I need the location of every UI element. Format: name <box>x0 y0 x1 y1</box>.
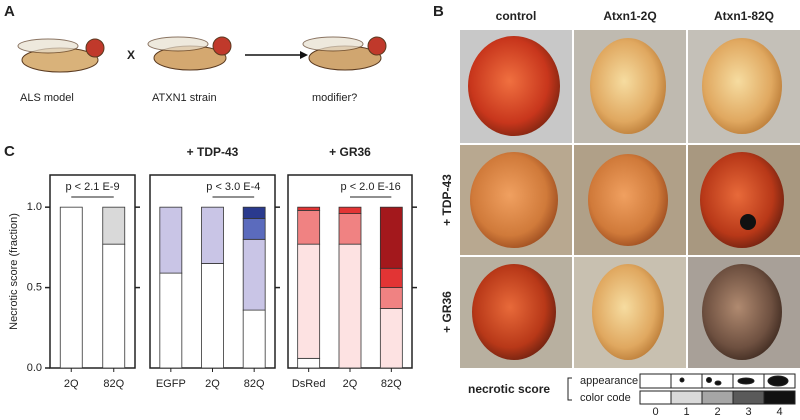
score-label: 4 <box>776 406 782 418</box>
bar-segment <box>297 357 321 369</box>
p-value: p < 2.0 E-16 <box>341 181 401 193</box>
score-label: 3 <box>745 406 751 418</box>
bar-segment <box>379 267 403 288</box>
x-tick-label: 2Q <box>343 378 358 390</box>
score-label: 0 <box>652 406 658 418</box>
bar-segment <box>242 238 266 311</box>
bar-segment <box>242 309 266 369</box>
bar-segment <box>201 263 224 369</box>
x-tick-label: DsRed <box>292 378 326 390</box>
panel-letter: C <box>4 143 15 160</box>
color-code-box <box>732 390 765 405</box>
y-tick-label: 1.0 <box>27 201 42 213</box>
bar-segment <box>338 243 362 369</box>
bar-segment <box>379 308 403 369</box>
panel-title: + TDP-43 <box>187 145 239 159</box>
color-code-box <box>639 390 672 405</box>
panel-letter: B <box>433 3 444 20</box>
bar-segment <box>102 206 126 245</box>
y-axis-label: Necrotic score (fraction) <box>8 213 20 330</box>
row-header: + GR36 <box>440 291 454 333</box>
x-tick-label: 82Q <box>381 378 402 390</box>
y-tick-label: 0.0 <box>27 362 42 374</box>
x-tick-label: 82Q <box>103 378 124 390</box>
bar-segment <box>338 213 362 245</box>
fly-icons <box>17 36 387 73</box>
label: ATXN1 strain <box>152 92 217 104</box>
bar-segment <box>242 206 266 219</box>
p-value: p < 2.1 E-9 <box>65 181 119 193</box>
legend-label: appearance <box>580 375 638 387</box>
color-code-box <box>670 390 703 405</box>
bar-segment <box>159 272 183 369</box>
bar-segment <box>102 243 126 369</box>
x-tick-label: 2Q <box>64 378 79 390</box>
p-value: p < 3.0 E-4 <box>206 181 260 193</box>
bar-segment <box>379 287 403 309</box>
panel-frame <box>49 174 136 369</box>
column-header: Atxn1-82Q <box>714 9 774 23</box>
row-header: + TDP-43 <box>440 174 454 226</box>
bar-segment <box>297 243 321 359</box>
y-tick-label: 0.5 <box>27 281 42 293</box>
bar-segment <box>338 206 362 215</box>
score-legend <box>639 373 796 389</box>
bar-segment <box>379 206 403 269</box>
bar-segment <box>297 209 321 245</box>
bracket <box>567 377 572 401</box>
column-header: control <box>496 9 537 23</box>
bar-segment <box>59 206 83 369</box>
bar-segment <box>297 206 321 211</box>
bar-segment <box>242 218 266 240</box>
cross: X <box>127 48 135 62</box>
column-header: Atxn1-2Q <box>603 9 656 23</box>
score-label: 2 <box>714 406 720 418</box>
eye-photos <box>460 30 800 368</box>
color-code-box <box>763 390 796 405</box>
x-tick-label: 2Q <box>205 378 220 390</box>
panel-title: + GR36 <box>329 145 371 159</box>
x-tick-label: 82Q <box>244 378 265 390</box>
label: modifier? <box>312 92 357 104</box>
x-tick-label: EGFP <box>156 378 186 390</box>
score-label: 1 <box>683 406 689 418</box>
legend-label: color code <box>580 392 631 404</box>
bar-segment <box>201 206 224 264</box>
color-code-box <box>701 390 734 405</box>
panel-letter: A <box>4 3 15 20</box>
label: ALS model <box>20 92 74 104</box>
legend-title: necrotic score <box>468 382 550 396</box>
bar-segment <box>159 206 183 274</box>
